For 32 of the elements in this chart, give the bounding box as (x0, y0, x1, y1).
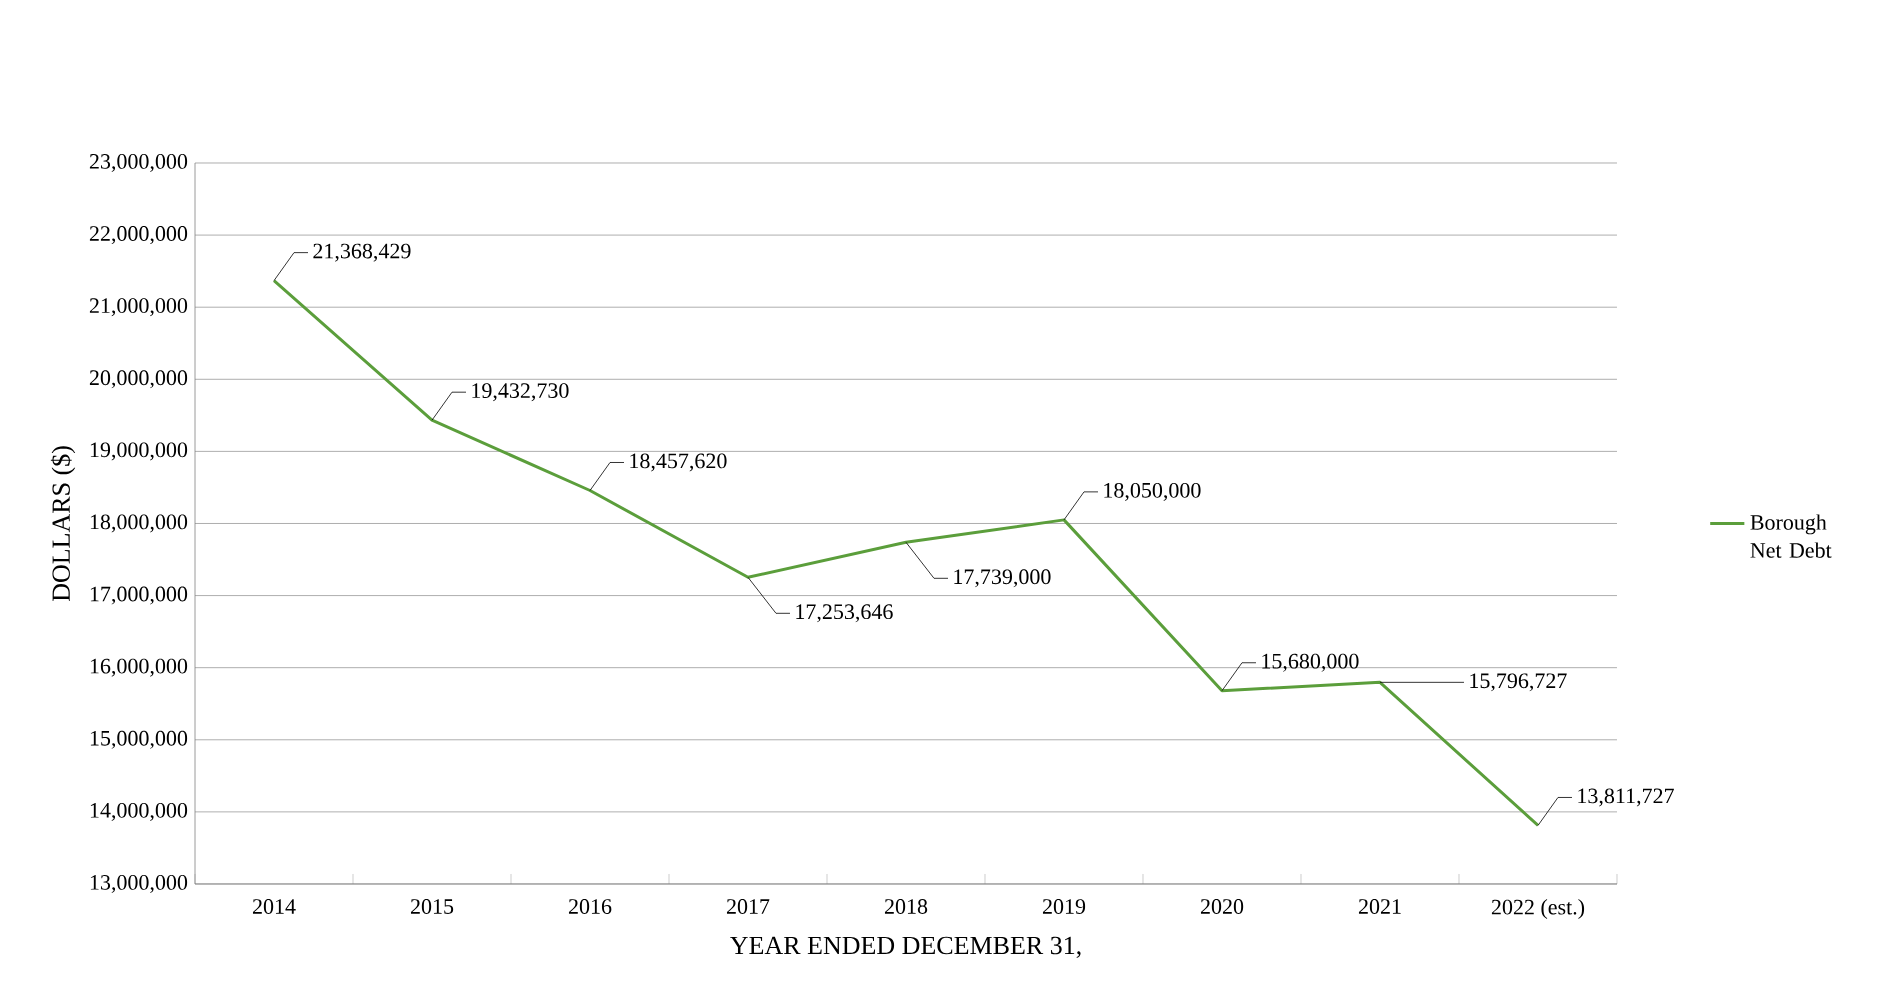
data-label: 13,811,727 (1578, 788, 1674, 807)
x-tick-label: 2022 (est.) (1491, 899, 1585, 919)
y-tick-label: 22,000,000 (89, 226, 188, 245)
y-axis-title: DOLLARS ($) (50, 446, 76, 602)
data-label: 18,457,620 (630, 453, 727, 472)
x-tick-label: 2017 (726, 899, 770, 914)
data-label: 15,796,727 (1470, 673, 1567, 692)
y-tick-label: 23,000,000 (89, 154, 188, 172)
data-label: 15,680,000 (1262, 653, 1359, 672)
x-tick-label: 2018 (884, 899, 928, 914)
x-tick-label: 2016 (568, 899, 612, 914)
y-tick-label: 17,000,000 (90, 586, 188, 605)
x-tick-label: 2021 (1358, 899, 1401, 914)
y-tick-label: 19,000,000 (90, 442, 188, 461)
y-tick-label: 21,000,000 (89, 298, 188, 317)
x-tick-label: 2020 (1200, 899, 1244, 914)
data-label: 18,050,000 (1104, 482, 1201, 501)
x-tick-label: 2015 (410, 899, 454, 914)
x-axis-title: YEAR ENDED DECEMBER 31, (730, 936, 1081, 958)
x-tick-label: 2014 (252, 899, 296, 914)
legend-label: Borough Net Debt (1750, 514, 1832, 558)
data-label: 19,432,730 (472, 383, 569, 402)
data-label: 17,253,646 (796, 604, 893, 623)
x-tick-label: 2019 (1042, 899, 1086, 914)
data-label: 17,739,000 (954, 569, 1051, 588)
y-tick-label: 18,000,000 (90, 514, 188, 533)
y-tick-label: 20,000,000 (89, 370, 188, 389)
y-tick-label: 15,000,000 (90, 730, 188, 749)
y-tick-label: 16,000,000 (90, 658, 188, 677)
y-tick-label: 14,000,000 (90, 802, 188, 821)
data-label: 21,368,429 (313, 243, 411, 262)
y-tick-label: 13,000,000 (90, 874, 188, 893)
